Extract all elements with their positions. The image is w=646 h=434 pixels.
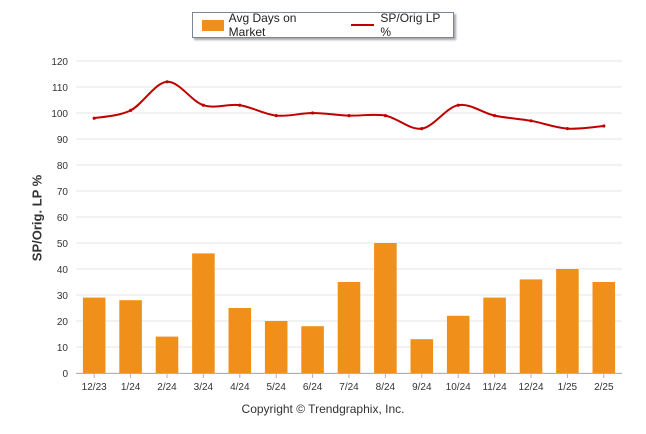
line-point <box>529 119 533 123</box>
line-point <box>565 127 570 131</box>
legend-item-bar[interactable]: Avg Days on Market <box>202 11 335 39</box>
line-point <box>129 108 133 112</box>
y-tick-label: 10 <box>57 343 69 354</box>
copyright-text: Copyright © Trendgraphix, Inc. <box>241 402 405 416</box>
x-tick-label: 5/24 <box>266 382 286 393</box>
line-point <box>347 114 351 118</box>
x-tick-label: 6/24 <box>303 382 323 393</box>
bar <box>119 300 142 373</box>
bar <box>374 243 397 373</box>
y-tick-label: 0 <box>62 369 68 380</box>
line-point <box>311 111 315 115</box>
y-tick-label: 60 <box>57 213 69 224</box>
legend-bar-swatch <box>202 19 224 31</box>
legend-line-swatch <box>350 24 375 26</box>
bar <box>519 279 543 373</box>
line-series <box>93 80 604 130</box>
x-tick-label: 11/24 <box>482 382 507 393</box>
bar <box>228 308 252 373</box>
legend: Avg Days on Market SP/Orig LP % <box>192 11 454 39</box>
y-tick-label: 70 <box>57 187 69 198</box>
y-tick-label: 110 <box>52 83 68 94</box>
y-tick-label: 20 <box>57 317 69 328</box>
x-tick-label: 12/23 <box>82 382 107 393</box>
y-tick-label: 120 <box>51 57 68 68</box>
line-point <box>493 114 497 118</box>
legend-line-label: SP/Orig LP % <box>380 11 441 39</box>
y-axis-label: SP/Orig. LP % <box>29 174 45 262</box>
x-tick-label: 1/25 <box>558 382 578 393</box>
bar <box>483 297 506 373</box>
y-tick-label: 90 <box>57 135 69 146</box>
bar <box>192 253 215 373</box>
bar <box>556 269 579 373</box>
legend-item-line[interactable]: SP/Orig LP % <box>350 11 453 39</box>
line-point <box>383 114 387 118</box>
legend-bar-label: Avg Days on Market <box>228 11 297 39</box>
x-tick-label: 2/25 <box>594 382 614 393</box>
y-tick-label: 30 <box>57 291 69 302</box>
line-point <box>274 114 278 118</box>
x-tick-label: 7/24 <box>339 382 359 393</box>
line-point <box>92 116 96 120</box>
line-point <box>420 127 424 131</box>
bar <box>410 339 434 373</box>
x-tick-label: 8/24 <box>376 382 396 393</box>
x-tick-label: 9/24 <box>412 382 432 393</box>
x-tick-label: 12/24 <box>518 382 543 393</box>
bar <box>337 282 361 373</box>
line-point <box>456 103 460 107</box>
x-tick-label: 4/24 <box>230 382 250 393</box>
x-tick-label: 1/24 <box>121 382 141 393</box>
line-point <box>602 124 606 128</box>
line-point <box>165 80 169 84</box>
bar <box>264 321 288 373</box>
y-tick-label: 100 <box>51 109 68 120</box>
bar <box>446 315 470 373</box>
bar <box>155 336 179 373</box>
bar <box>592 282 616 373</box>
line-point <box>238 103 242 107</box>
bar <box>301 326 324 373</box>
x-tick-label: 2/24 <box>157 382 177 393</box>
y-tick-label: 50 <box>57 239 69 250</box>
x-tick-label: 10/24 <box>446 382 471 393</box>
x-tick-label: 3/24 <box>194 382 214 393</box>
y-tick-label: 80 <box>57 161 69 172</box>
line-point <box>201 103 205 107</box>
bar <box>82 297 106 373</box>
y-tick-label: 40 <box>57 265 69 276</box>
